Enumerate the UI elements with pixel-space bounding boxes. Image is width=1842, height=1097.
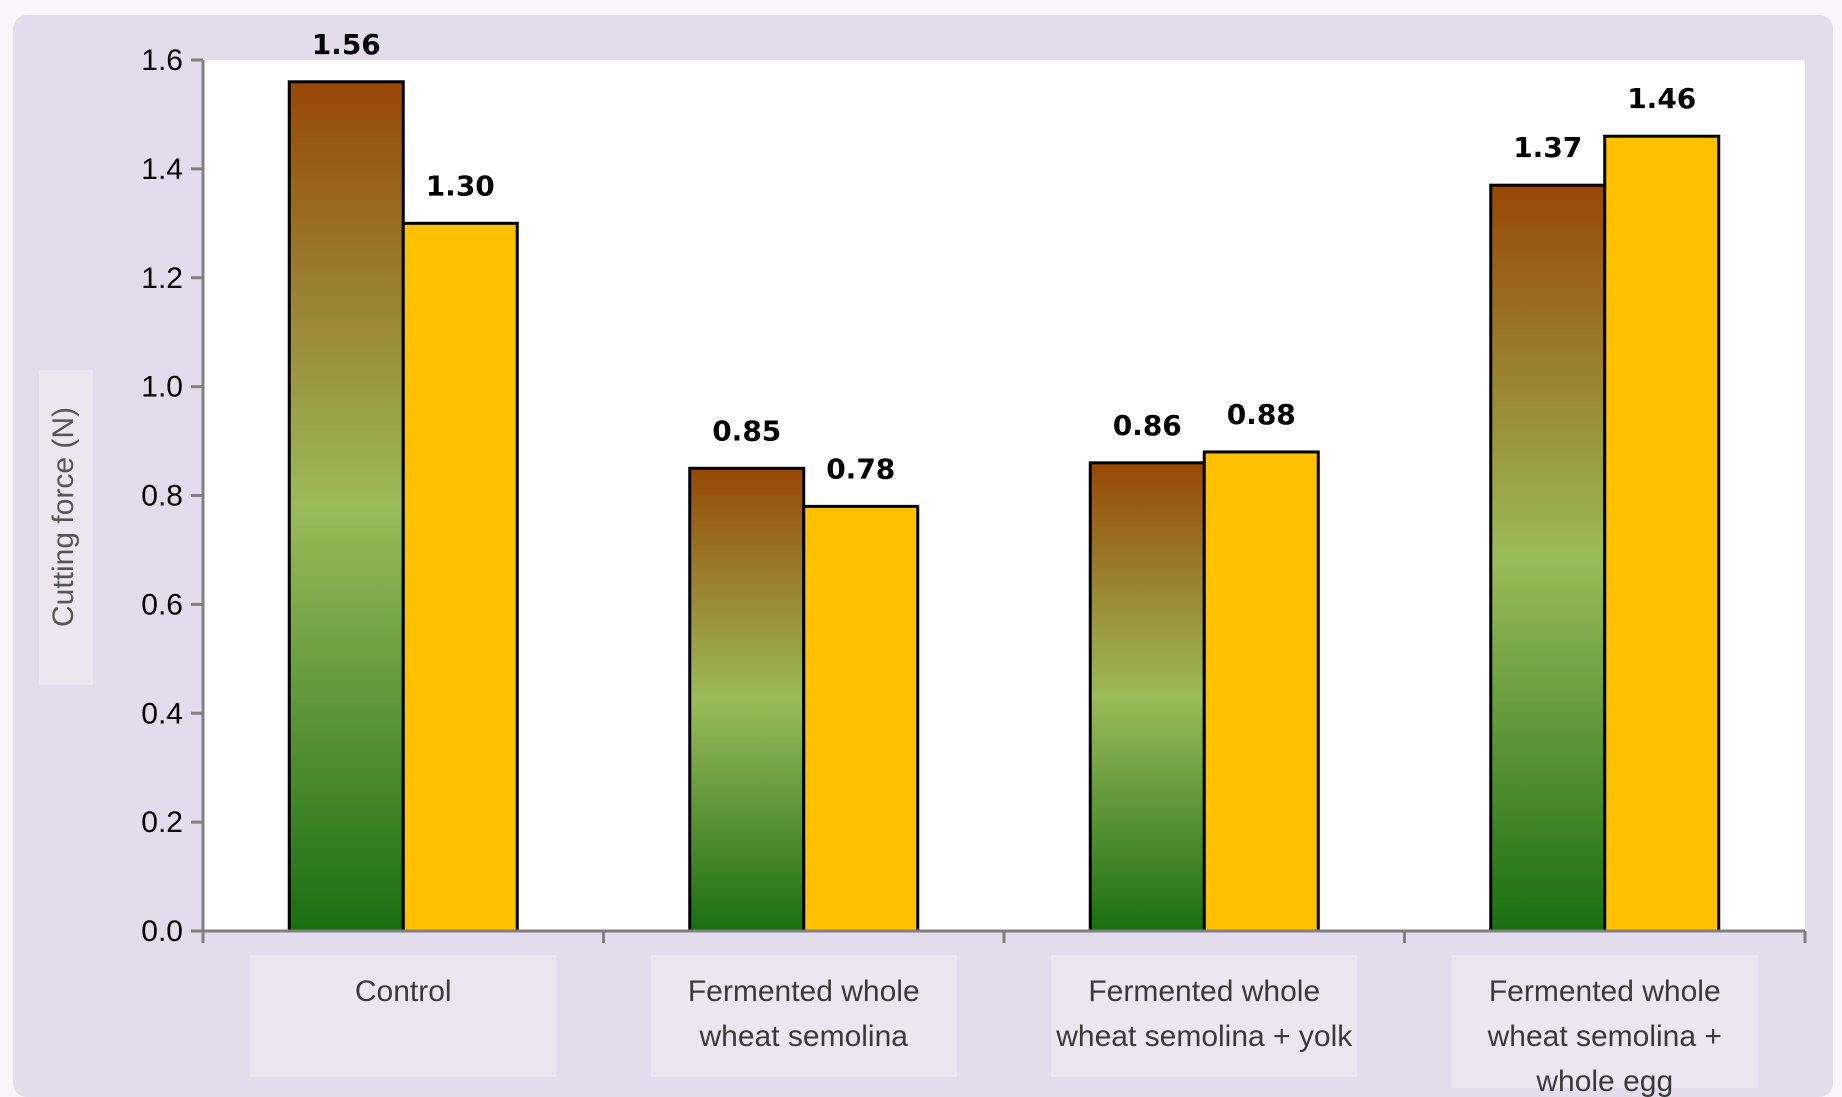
bar-series-2 [802,504,920,933]
bar-chart: Cutting force (N) 0.0 0.2 0.4 0.6 0.8 1.0 1.2 1… [39,28,1807,1097]
category-label-box [1451,955,1758,1088]
axes [191,58,1807,943]
y-tick-label: 0.6 [141,588,183,621]
category-label-line: whole egg [1535,1065,1673,1097]
data-labels: 1.56 0.85 0.86 1.37 1.30 0.78 0.88 1.46 [312,28,1697,486]
data-label: 0.88 [1227,398,1296,431]
category-label-line: Fermented whole [1088,975,1320,1008]
category-label-line: Fermented whole [688,975,920,1008]
y-axis-title-box [39,370,93,685]
data-label: 1.37 [1513,131,1582,164]
category-label: Control [355,975,452,1008]
category-label-line: Control [355,975,452,1008]
y-tick-label: 0.4 [141,697,183,730]
data-label: 1.56 [312,28,381,61]
category-label-box [650,955,957,1077]
category-label-line: wheat semolina + [1487,1020,1722,1053]
category-label-line: wheat semolina [699,1020,909,1053]
bars [287,80,1721,933]
category-label: Fermented whole wheat semolina + yolk [1055,975,1353,1053]
category-label-line: wheat semolina + yolk [1055,1020,1353,1053]
data-label: 1.46 [1627,82,1696,115]
bar-series-2 [401,221,519,933]
bar-series-2 [1603,134,1721,933]
category-label: Fermented whole wheat semolina [688,975,920,1053]
bar-series-1 [287,80,405,933]
bar-series-1 [688,466,806,933]
y-tick-label: 1.6 [141,44,183,77]
chart-panel: Cutting force (N) 0.0 0.2 0.4 0.6 0.8 1.0 1.2 1… [13,15,1833,1097]
bar-series-1 [1489,183,1607,933]
bar-series-2 [1202,450,1320,933]
data-label: 0.85 [712,414,781,447]
y-tick-label: 1.4 [141,153,183,186]
category-label-line: Fermented whole [1489,975,1721,1008]
y-tick-label: 0.2 [141,806,183,839]
y-tick-labels: 0.0 0.2 0.4 0.6 0.8 1.0 1.2 1.4 1.6 [141,44,183,948]
y-tick-label: 0.0 [141,915,183,948]
y-tick-label: 1.0 [141,371,183,404]
category-label-box [250,955,557,1077]
category-label-boxes [250,955,1758,1088]
data-label: 0.86 [1113,409,1182,442]
data-label: 1.30 [426,169,495,202]
y-axis-title: Cutting force (N) [47,407,80,627]
bar-series-1 [1088,461,1206,933]
y-tick-label: 1.2 [141,262,183,295]
category-labels: Control Fermented whole wheat semolinaFerm… [355,975,1722,1097]
category-label-box [1051,955,1358,1077]
y-tick-label: 0.8 [141,480,183,513]
data-label: 0.78 [826,452,895,485]
category-label: Fermented whole wheat semolina + whole egg [1487,975,1722,1097]
